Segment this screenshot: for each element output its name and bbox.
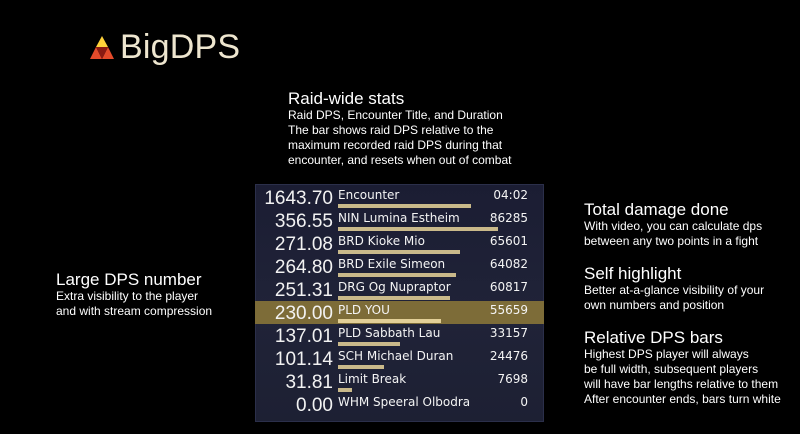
meter-row: 101.14 SCH Michael Duran 24476 xyxy=(255,347,544,370)
relative-dps-bar xyxy=(338,365,384,369)
meter-row: 0.00 WHM Speeral Olbodra 0 xyxy=(255,393,544,416)
meter-row: 264.80 BRD Exile Simeon 64082 xyxy=(255,255,544,278)
total-damage: 60817 xyxy=(489,280,528,294)
player-name: PLD YOU xyxy=(338,303,390,317)
player-name: PLD Sabbath Lau xyxy=(338,326,441,340)
damage-heading: Total damage done xyxy=(584,200,729,219)
dps-value: 264.80 xyxy=(274,257,333,278)
dps-value: 356.55 xyxy=(274,211,333,232)
relative-dps-bar xyxy=(338,342,400,346)
total-damage: 86285 xyxy=(489,211,528,225)
player-name: NIN Lumina Estheim xyxy=(338,211,460,225)
meter-row: 137.01 PLD Sabbath Lau 33157 xyxy=(255,324,544,347)
relative-dps-bar xyxy=(338,227,498,231)
player-name: DRG Og Nupraptor xyxy=(338,280,451,294)
dps-number-note: Large DPS number Extra visibility to the… xyxy=(56,270,212,319)
relative-dps-bar xyxy=(338,273,456,277)
total-damage: 33157 xyxy=(489,326,528,340)
total-damage: 55659 xyxy=(489,303,528,317)
total-damage: 65601 xyxy=(489,234,528,248)
self-highlight-description: Better at-a-glance visibility of your ow… xyxy=(584,283,765,312)
player-name: BRD Kioke Mio xyxy=(338,234,425,248)
dps-number-heading: Large DPS number xyxy=(56,270,202,289)
meter-row: 356.55 NIN Lumina Estheim 86285 xyxy=(255,209,544,232)
app-logo: BigDPS xyxy=(88,28,240,67)
raid-stats-heading: Raid-wide stats xyxy=(288,89,405,108)
relative-dps-bar xyxy=(338,319,441,323)
meter-row: 251.31 DRG Og Nupraptor 60817 xyxy=(255,278,544,301)
app-title: BigDPS xyxy=(120,28,241,66)
raid-stats-description: Raid DPS, Encounter Title, and Duration … xyxy=(288,108,512,167)
total-damage: 64082 xyxy=(489,257,528,271)
relative-dps-bar xyxy=(338,296,450,300)
raid-stats-note: Raid-wide stats Raid DPS, Encounter Titl… xyxy=(288,89,511,168)
total-damage: 7698 xyxy=(497,372,528,386)
relative-bars-note: Relative DPS bars Highest DPS player wil… xyxy=(584,328,781,407)
player-name: BRD Exile Simeon xyxy=(338,257,446,271)
damage-description: With video, you can calculate dps betwee… xyxy=(584,219,763,248)
dps-value: 137.01 xyxy=(274,326,333,347)
dps-meter-panel: 1643.70 Encounter 04:02 356.55 NIN Lumina Es… xyxy=(255,184,544,422)
meter-row: 271.08 BRD Kioke Mio 65601 xyxy=(255,232,544,255)
encounter-duration: 04:02 xyxy=(493,188,528,202)
self-highlight-heading: Self highlight xyxy=(584,264,682,283)
player-name: SCH Michael Duran xyxy=(338,349,454,363)
raid-dps-bar xyxy=(338,204,471,208)
triforce-logo-icon xyxy=(90,35,114,59)
dps-value: 101.14 xyxy=(274,349,333,370)
relative-bars-description: Highest DPS player will always be full w… xyxy=(584,347,781,406)
dps-value: 0.00 xyxy=(296,395,333,416)
meter-row: 31.81 Limit Break 7698 xyxy=(255,370,544,393)
player-name: Limit Break xyxy=(338,372,407,386)
damage-note: Total damage done With video, you can ca… xyxy=(584,200,762,249)
meter-row-self: 230.00 PLD YOU 55659 xyxy=(255,301,544,324)
total-damage: 24476 xyxy=(489,349,528,363)
dps-value: 31.81 xyxy=(285,372,333,393)
player-name: WHM Speeral Olbodra xyxy=(338,395,471,409)
self-highlight-note: Self highlight Better at-a-glance visibi… xyxy=(584,264,764,313)
dps-number-description: Extra visibility to the player and with … xyxy=(56,289,213,318)
dps-value: 251.31 xyxy=(274,280,333,301)
total-damage: 0 xyxy=(520,395,528,409)
encounter-title: Encounter xyxy=(338,188,400,202)
dps-value: 271.08 xyxy=(274,234,333,255)
relative-dps-bar xyxy=(338,388,352,392)
relative-bars-heading: Relative DPS bars xyxy=(584,328,723,347)
dps-value: 230.00 xyxy=(274,303,333,324)
dps-value: 1643.70 xyxy=(264,188,333,209)
relative-dps-bar xyxy=(338,250,460,254)
meter-row-encounter: 1643.70 Encounter 04:02 xyxy=(255,186,544,209)
